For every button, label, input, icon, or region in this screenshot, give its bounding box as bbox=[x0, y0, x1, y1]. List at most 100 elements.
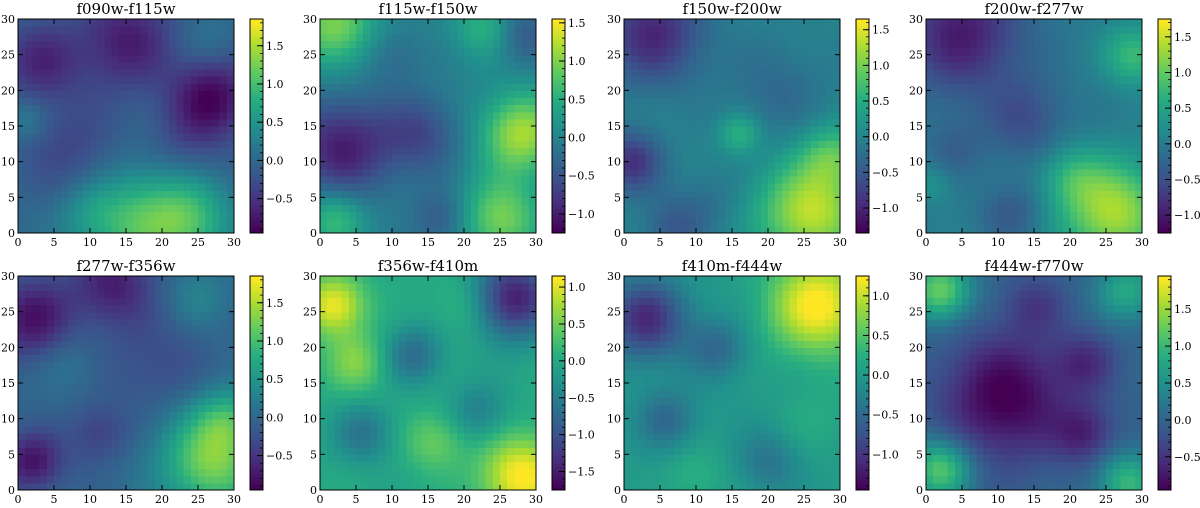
heatmap-cell bbox=[133, 354, 141, 363]
heatmap-cell bbox=[39, 383, 48, 391]
heatmap-cell bbox=[399, 47, 407, 56]
heatmap-cell bbox=[169, 111, 177, 120]
heatmap-cell bbox=[1012, 26, 1021, 34]
heatmap-cell bbox=[32, 133, 41, 141]
heatmap-cell bbox=[370, 175, 379, 184]
heatmap-cell bbox=[933, 97, 941, 106]
heatmap-cell bbox=[775, 197, 783, 206]
heatmap-cell bbox=[147, 154, 156, 163]
heatmap-cell bbox=[169, 83, 177, 91]
heatmap-cell bbox=[219, 368, 228, 377]
heatmap-cell bbox=[1084, 83, 1093, 91]
x-tick-label: 20 bbox=[761, 236, 775, 249]
heatmap-cell bbox=[660, 190, 668, 198]
heatmap-cell bbox=[320, 97, 328, 106]
heatmap-cell bbox=[933, 26, 941, 34]
heatmap-cell bbox=[226, 397, 235, 405]
heatmap-cell bbox=[413, 47, 422, 56]
heatmap-cell bbox=[183, 97, 192, 106]
heatmap-cell bbox=[212, 432, 221, 441]
heatmap-cell bbox=[681, 118, 690, 127]
heatmap-cell bbox=[521, 197, 530, 206]
heatmap-cell bbox=[976, 197, 985, 206]
heatmap-cell bbox=[947, 47, 956, 56]
heatmap-cell bbox=[789, 104, 798, 113]
heatmap-cell bbox=[435, 154, 443, 163]
heatmap-cell bbox=[176, 368, 185, 377]
heatmap-cell bbox=[327, 175, 335, 184]
heatmap-cell bbox=[768, 168, 776, 177]
heatmap-cell bbox=[183, 197, 192, 206]
heatmap-cell bbox=[205, 418, 213, 427]
heatmap-cell bbox=[660, 118, 668, 127]
colorbar-segment bbox=[250, 32, 263, 37]
heatmap-cell bbox=[688, 175, 697, 184]
heatmap-cell bbox=[154, 340, 163, 348]
heatmap-cell bbox=[420, 104, 429, 113]
heatmap-cell bbox=[46, 140, 55, 148]
heatmap-cell bbox=[75, 311, 84, 320]
heatmap-cell bbox=[500, 90, 508, 99]
heatmap-cell bbox=[667, 204, 675, 213]
heatmap-cell bbox=[356, 133, 364, 141]
heatmap-cell bbox=[356, 126, 364, 134]
heatmap-cell bbox=[162, 404, 170, 413]
heatmap-cell bbox=[154, 211, 163, 220]
heatmap-cell bbox=[356, 218, 364, 227]
heatmap-cell bbox=[456, 168, 465, 177]
heatmap-cell bbox=[1019, 90, 1028, 99]
heatmap-cell bbox=[205, 19, 213, 27]
colorbar-segment bbox=[250, 72, 263, 77]
heatmap-cell bbox=[39, 404, 48, 413]
heatmap-cell bbox=[111, 61, 120, 70]
heatmap-cell bbox=[631, 54, 639, 63]
heatmap-cell bbox=[111, 154, 120, 163]
heatmap-cell bbox=[32, 161, 41, 170]
heatmap-cell bbox=[1134, 204, 1143, 213]
heatmap-cell bbox=[760, 104, 769, 113]
heatmap-cell bbox=[1106, 168, 1114, 177]
heatmap-cell bbox=[1005, 83, 1013, 91]
heatmap-cell bbox=[97, 432, 105, 441]
heatmap-cell bbox=[82, 54, 91, 63]
heatmap-cell bbox=[746, 47, 755, 56]
heatmap-cell bbox=[760, 118, 769, 127]
heatmap-cell bbox=[638, 175, 647, 184]
heatmap-cell bbox=[219, 133, 228, 141]
x-tick-label: 10 bbox=[385, 236, 399, 249]
heatmap-cell bbox=[1012, 54, 1021, 63]
heatmap-cell bbox=[140, 454, 149, 463]
heatmap-cell bbox=[226, 54, 235, 63]
heatmap-cell bbox=[176, 482, 185, 491]
heatmap-cell bbox=[1127, 83, 1136, 91]
heatmap-cell bbox=[147, 118, 156, 127]
heatmap-cell bbox=[1113, 225, 1121, 234]
heatmap-cell bbox=[832, 147, 841, 156]
heatmap-cell bbox=[962, 183, 970, 191]
heatmap-cell bbox=[420, 118, 429, 127]
heatmap-cell bbox=[25, 83, 33, 91]
heatmap-cell bbox=[732, 211, 740, 220]
heatmap-cell bbox=[377, 218, 386, 227]
heatmap-cell bbox=[363, 111, 371, 120]
heatmap-cell bbox=[205, 118, 213, 127]
heatmap-cell bbox=[442, 61, 451, 70]
heatmap-cell bbox=[760, 61, 769, 70]
heatmap-cell bbox=[140, 311, 149, 320]
heatmap-cell bbox=[478, 154, 487, 163]
heatmap-cell bbox=[198, 447, 206, 455]
heatmap-cell bbox=[1134, 126, 1143, 134]
colorbar-segment bbox=[250, 22, 263, 27]
heatmap-cell bbox=[154, 311, 163, 320]
heatmap-cell bbox=[82, 311, 91, 320]
heatmap-cell bbox=[413, 26, 422, 34]
heatmap-cell bbox=[154, 190, 163, 198]
colorbar-segment bbox=[856, 25, 869, 30]
heatmap-cell bbox=[377, 118, 386, 127]
heatmap-cell bbox=[25, 404, 33, 413]
heatmap-cell bbox=[753, 211, 762, 220]
heatmap-cell bbox=[667, 33, 675, 41]
heatmap-cell bbox=[1127, 111, 1136, 120]
heatmap-cell bbox=[82, 304, 91, 313]
heatmap-cell bbox=[320, 133, 328, 141]
